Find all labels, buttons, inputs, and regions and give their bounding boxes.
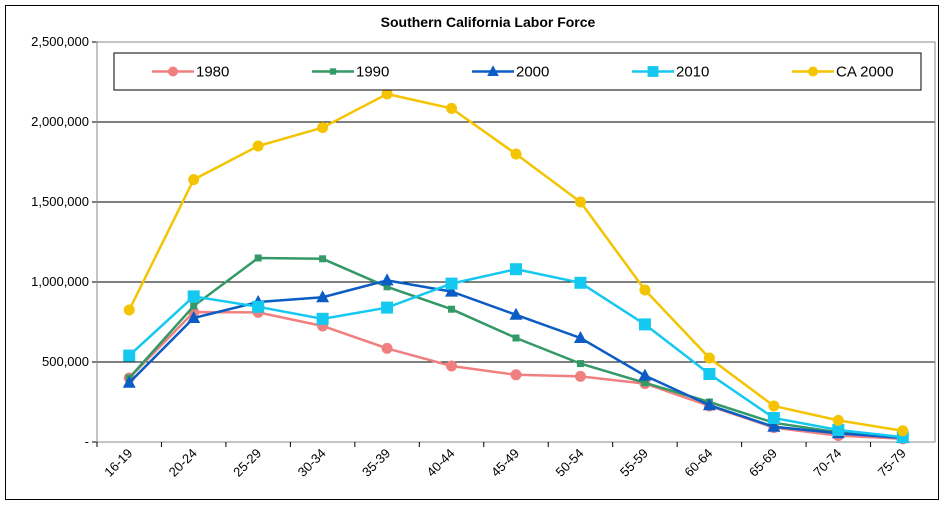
marker: [702, 398, 716, 411]
marker: [319, 255, 327, 263]
marker: [381, 342, 393, 354]
marker: [638, 368, 652, 381]
marker: [574, 276, 587, 289]
marker: [638, 318, 651, 331]
marker: [641, 379, 649, 387]
y-tick-label: 2,000,000: [31, 114, 89, 129]
marker: [832, 414, 844, 426]
marker: [639, 284, 651, 296]
marker: [703, 368, 716, 380]
y-tick-label: 1,500,000: [31, 194, 89, 209]
marker: [252, 300, 265, 313]
marker: [316, 290, 330, 303]
marker: [703, 352, 715, 364]
marker: [510, 369, 522, 381]
legend-marker: [168, 66, 178, 77]
legend-marker: [487, 65, 499, 76]
legend-label: 2010: [676, 64, 709, 81]
marker: [446, 360, 458, 372]
marker: [574, 370, 586, 382]
legend-label: 2000: [516, 64, 549, 81]
y-tick-label: 2,500,000: [31, 34, 89, 49]
y-tick-label: 1,000,000: [31, 274, 89, 289]
marker: [383, 283, 391, 291]
y-tick-label: -: [85, 434, 89, 449]
marker: [768, 400, 780, 412]
legend-marker: [329, 68, 337, 75]
marker: [380, 273, 394, 286]
marker: [897, 425, 909, 437]
marker: [381, 301, 394, 314]
marker: [190, 302, 198, 310]
marker: [252, 140, 264, 152]
legend-label: CA 2000: [836, 64, 894, 81]
marker: [574, 196, 586, 208]
marker: [254, 254, 262, 262]
marker: [123, 304, 135, 316]
marker: [767, 419, 781, 432]
marker: [316, 312, 329, 325]
marker: [448, 305, 456, 313]
marker: [445, 284, 459, 297]
legend-marker: [808, 66, 818, 77]
legend-label: 1990: [356, 64, 389, 81]
marker: [512, 334, 520, 342]
marker: [381, 88, 393, 100]
marker: [767, 412, 780, 424]
marker: [317, 122, 329, 134]
legend: 1980 1990 2000 2010 CA 2000: [113, 52, 922, 91]
marker: [446, 102, 458, 114]
marker: [445, 277, 458, 290]
chart-title: Southern California Labor Force: [381, 14, 596, 30]
marker: [509, 307, 523, 320]
legend-label: 1980: [196, 64, 229, 81]
marker: [576, 360, 584, 368]
marker: [188, 174, 200, 186]
y-tick-label: 500,000: [42, 354, 89, 369]
legend-box: [113, 52, 922, 91]
marker: [832, 424, 845, 436]
marker: [123, 349, 136, 362]
marker: [510, 263, 522, 276]
marker: [187, 290, 200, 303]
legend-marker: [647, 66, 659, 77]
marker: [122, 375, 136, 388]
marker: [573, 331, 587, 343]
marker: [187, 311, 201, 323]
plot-area: [96, 41, 936, 443]
marker: [510, 148, 522, 160]
